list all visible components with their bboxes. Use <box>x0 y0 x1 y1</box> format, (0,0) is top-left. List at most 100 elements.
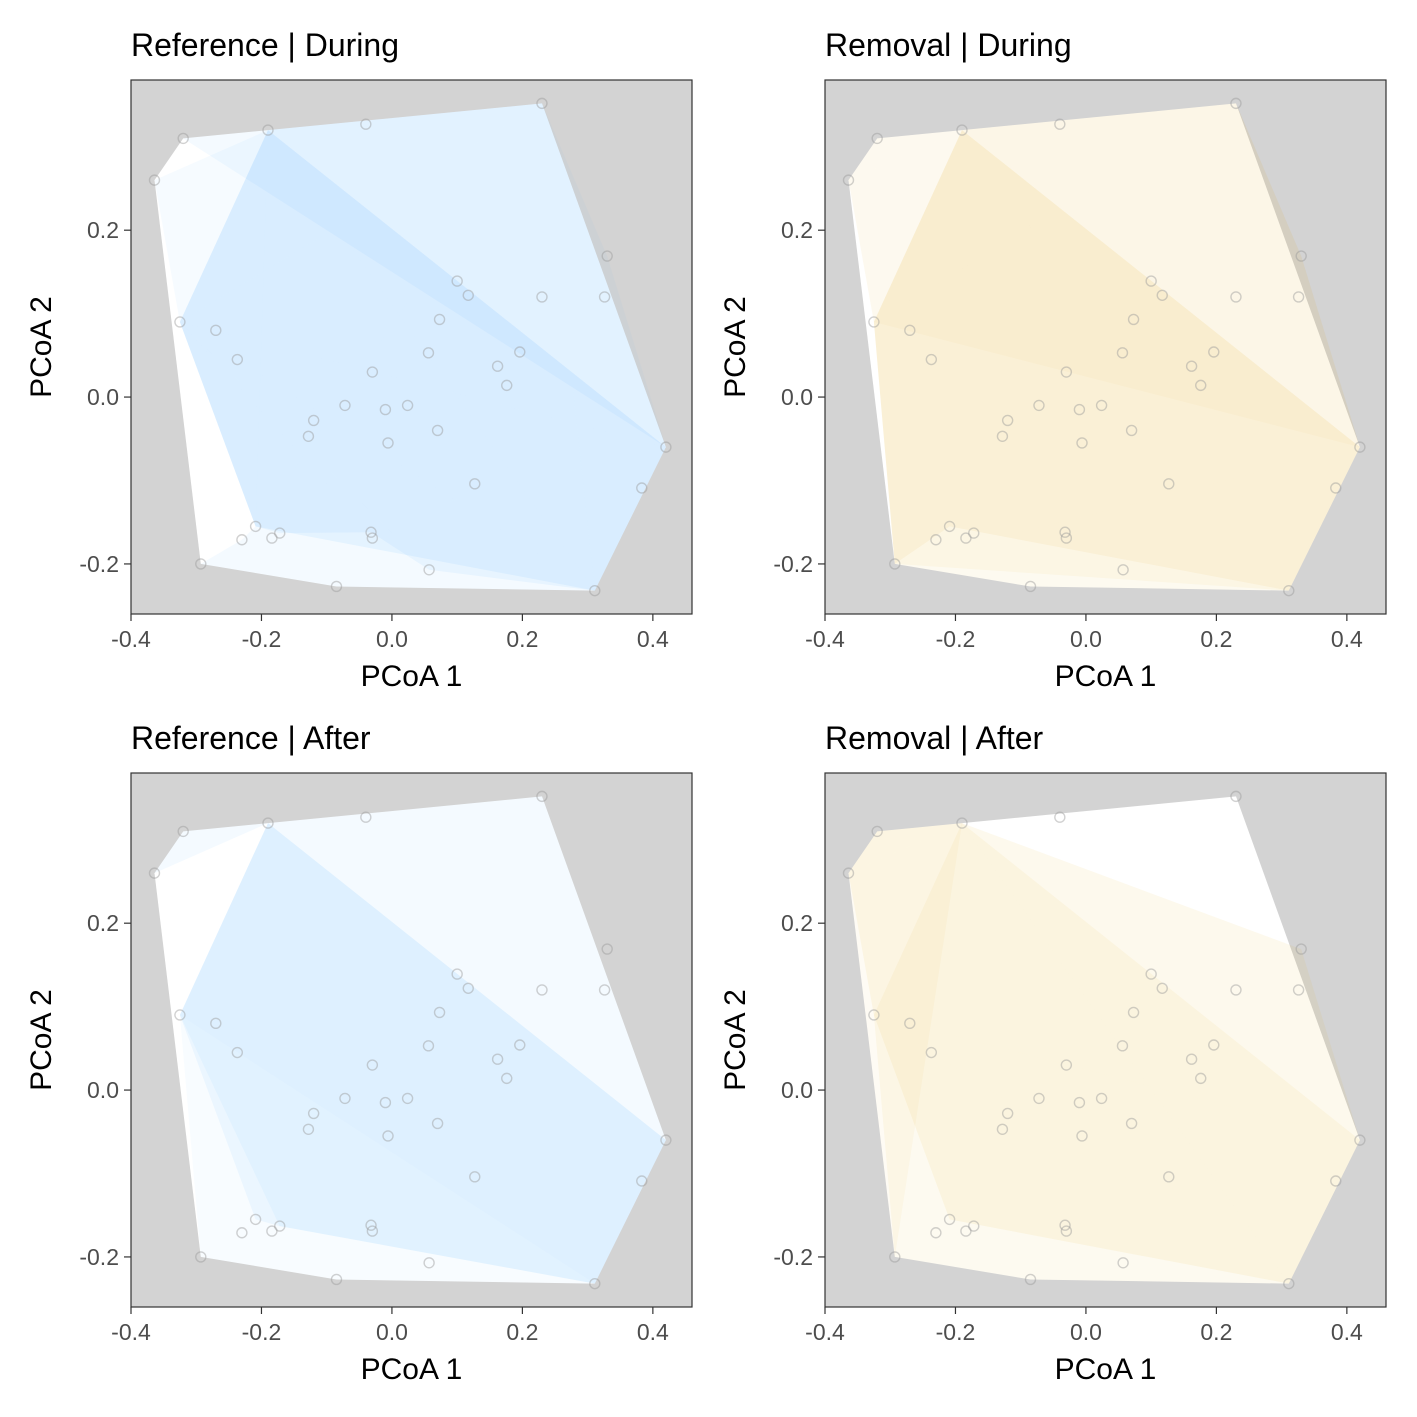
plot-area <box>148 97 672 597</box>
data-point <box>174 316 186 328</box>
hull-triangle <box>962 130 1360 448</box>
data-point <box>366 1225 379 1237</box>
data-point <box>1145 275 1157 287</box>
hull-triangle <box>962 103 1302 257</box>
y-tick-label: 0.0 <box>781 384 813 410</box>
data-point <box>360 811 372 823</box>
data-point <box>501 1072 513 1085</box>
x-tick-label: -0.4 <box>111 1319 151 1345</box>
panel-title: Reference | During <box>131 27 399 63</box>
data-point <box>871 132 883 145</box>
hull-triangle <box>848 823 962 1015</box>
data-point <box>307 414 320 427</box>
data-point <box>491 1053 504 1065</box>
hull-triangle <box>1030 447 1360 591</box>
data-point <box>601 943 613 955</box>
y-tick-label: 0.0 <box>781 1077 813 1103</box>
data-point <box>249 1213 262 1226</box>
data-point <box>996 430 1009 442</box>
data-point <box>1163 1171 1175 1183</box>
data-point <box>177 825 189 838</box>
data-point <box>236 534 248 546</box>
data-point <box>469 478 481 490</box>
x-tick-label: 0.0 <box>376 1319 408 1345</box>
y-axis-title: PCoA 2 <box>719 989 752 1091</box>
data-point <box>1295 250 1307 262</box>
y-tick-label: 0.2 <box>781 217 813 243</box>
data-point <box>1060 1059 1073 1071</box>
data-point <box>365 526 377 538</box>
y-axis-title: PCoA 2 <box>25 296 58 398</box>
data-point <box>514 346 526 358</box>
hull-triangle <box>179 322 430 570</box>
hull-triangle <box>949 130 1289 591</box>
data-point <box>360 118 372 130</box>
hull-triangle <box>179 1015 595 1284</box>
data-point <box>660 1134 672 1146</box>
data-point <box>1117 1257 1129 1269</box>
data-point <box>1073 403 1086 416</box>
hull-triangle <box>179 130 268 527</box>
data-point <box>1125 424 1138 437</box>
data-point <box>330 1273 343 1286</box>
data-point <box>1127 313 1140 326</box>
data-point <box>904 324 916 337</box>
data-point <box>1073 1096 1086 1109</box>
data-point <box>1125 1117 1138 1130</box>
x-tick-label: -0.2 <box>936 1319 976 1345</box>
hull-triangle <box>279 1140 666 1284</box>
data-point <box>1024 580 1037 593</box>
data-point <box>1230 984 1242 996</box>
hull-triangle <box>179 322 666 527</box>
hull-triangle <box>873 322 1360 564</box>
hull-triangle <box>873 103 1360 448</box>
hull-triangle <box>179 322 666 591</box>
hull-triangle <box>873 130 962 564</box>
data-point <box>236 1227 248 1239</box>
hull-triangle <box>255 130 595 591</box>
data-point <box>956 817 968 829</box>
hull-triangle <box>200 447 666 564</box>
data-point <box>1295 943 1307 955</box>
data-point <box>379 403 392 416</box>
data-point <box>1076 437 1088 449</box>
hull-triangle <box>894 447 1360 591</box>
panel-title: Reference | After <box>131 720 371 756</box>
data-point <box>1330 482 1342 494</box>
hull-triangle <box>241 447 666 540</box>
data-point <box>842 867 855 879</box>
x-tick-label: 0.2 <box>506 626 538 652</box>
hull-triangle <box>949 823 1289 1284</box>
hull-triangle <box>154 130 268 322</box>
data-point <box>422 1040 435 1052</box>
hull-triangle <box>200 447 666 587</box>
data-point <box>423 564 435 576</box>
x-tick-label: 0.2 <box>506 1319 538 1345</box>
hull-triangle <box>848 823 962 874</box>
data-point <box>462 982 474 994</box>
data-point <box>1156 982 1168 994</box>
hull-triangle <box>268 130 666 591</box>
data-point <box>431 1117 444 1130</box>
y-tick-label: 0.2 <box>87 910 119 936</box>
data-point <box>401 399 414 412</box>
hull-underlay <box>848 103 1360 591</box>
data-point <box>1185 360 1198 372</box>
data-point <box>1060 1225 1073 1237</box>
data-point <box>1054 811 1066 823</box>
x-tick-label: 0.4 <box>1331 626 1363 652</box>
data-point <box>943 1213 956 1226</box>
hull-triangle <box>183 103 542 139</box>
panel-removal-after: -0.4 -0.2 0.0 0.2 0.4 -0.2 0.0 0.2 Removal | Aft… <box>719 720 1387 1386</box>
data-point <box>1330 1175 1342 1187</box>
data-point <box>401 1092 414 1105</box>
data-point <box>382 437 394 449</box>
data-point <box>904 1017 916 1030</box>
hull-triangle <box>848 823 962 1257</box>
hull-triangle <box>894 1256 1289 1284</box>
panel-reference-during: -0.4 -0.2 0.0 0.2 0.4 -0.2 0.0 0.2 Reference | D… <box>25 27 693 693</box>
hull-triangle <box>873 130 1360 448</box>
data-point <box>1145 968 1157 980</box>
data-point <box>968 527 980 539</box>
hull-triangle <box>848 130 962 322</box>
